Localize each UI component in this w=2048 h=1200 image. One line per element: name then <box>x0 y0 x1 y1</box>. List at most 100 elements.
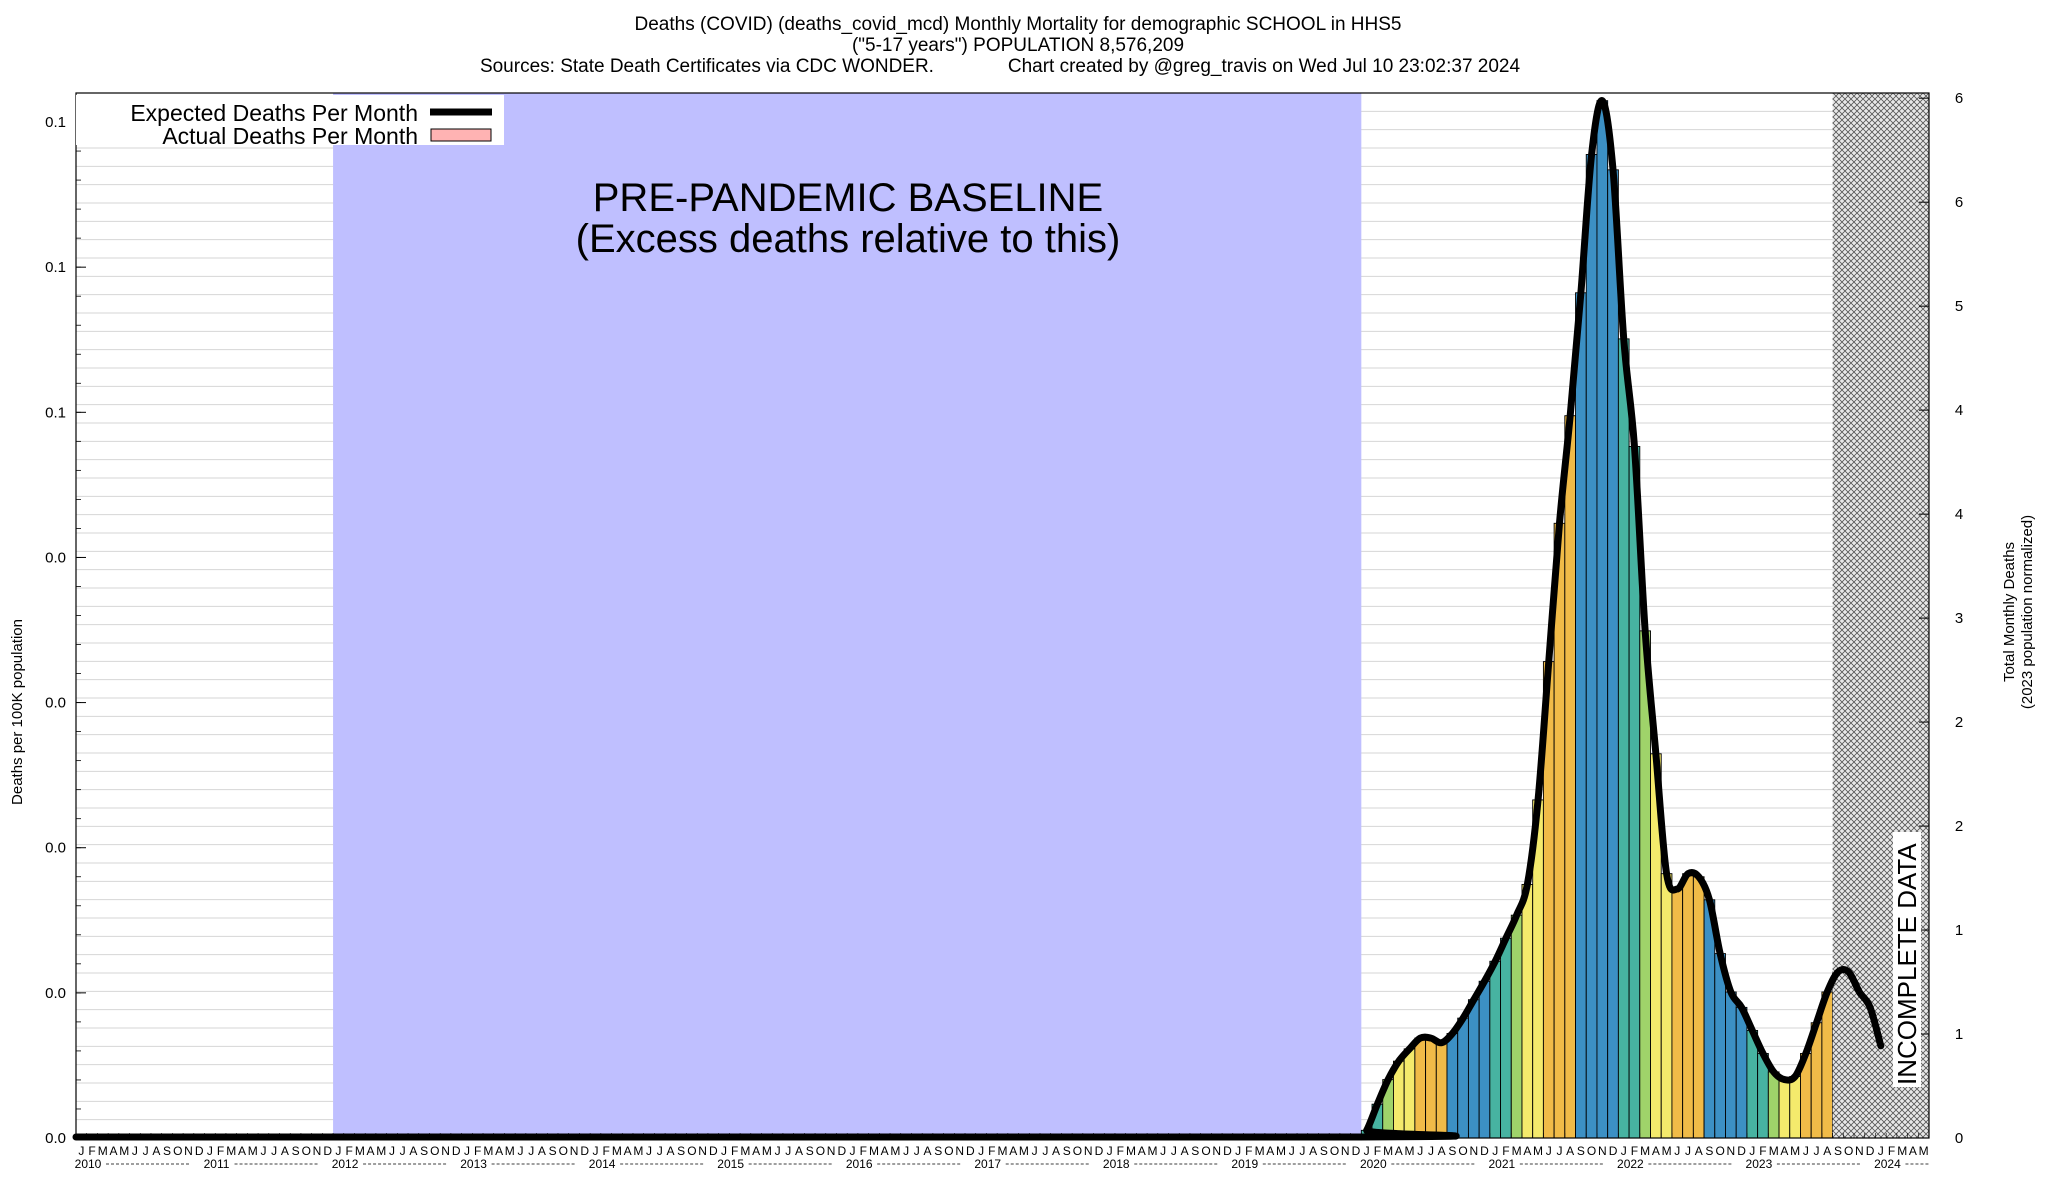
year-label: 2012 <box>332 1157 359 1171</box>
month-tick-label: J <box>132 1144 138 1158</box>
month-tick-label: M <box>1147 1144 1157 1158</box>
month-tick-label: M <box>226 1144 236 1158</box>
month-tick-label: M <box>248 1144 258 1158</box>
month-tick-label: D <box>1480 1144 1489 1158</box>
monthly-bar <box>1682 873 1694 1139</box>
right-tick-label: 5 <box>1955 298 1963 315</box>
monthly-bar <box>1457 1017 1469 1139</box>
month-tick-label: M <box>1533 1144 1543 1158</box>
month-tick-label: F <box>1502 1144 1509 1158</box>
month-tick-label: D <box>452 1144 461 1158</box>
chart-title-line-1: Deaths (COVID) (deaths_covid_mcd) Monthl… <box>635 14 1402 35</box>
month-tick-label: A <box>538 1144 546 1158</box>
month-tick-label: S <box>1063 1144 1071 1158</box>
year-label: 2023 <box>1746 1157 1773 1171</box>
month-tick-label: A <box>1909 1144 1917 1158</box>
month-tick-label: O <box>1330 1144 1339 1158</box>
month-tick-label: A <box>1652 1144 1660 1158</box>
incomplete-label-box: INCOMPLETE DATA <box>1892 832 1922 1087</box>
incomplete-label: INCOMPLETE DATA <box>1892 843 1922 1085</box>
month-tick-label: J <box>1235 1144 1241 1158</box>
monthly-bar <box>1510 914 1523 1139</box>
monthly-bar <box>1596 100 1609 1139</box>
month-tick-label: M <box>1512 1144 1522 1158</box>
month-tick-label: D <box>323 1144 332 1158</box>
month-tick-label: S <box>677 1144 685 1158</box>
month-tick-label: O <box>1587 1144 1596 1158</box>
month-tick-label: A <box>1009 1144 1017 1158</box>
month-tick-label: M <box>1897 1144 1907 1158</box>
left-tick-label: 0.0 <box>45 695 66 712</box>
month-tick-label: N <box>1855 1144 1864 1158</box>
right-tick-label: 4 <box>1955 402 1963 419</box>
month-tick-label: A <box>109 1144 117 1158</box>
year-label: 2019 <box>1231 1157 1258 1171</box>
baseline-label-line-1: PRE-PANDEMIC BASELINE <box>593 176 1104 220</box>
month-tick-label: M <box>1019 1144 1029 1158</box>
year-label: 2024 <box>1874 1157 1901 1171</box>
monthly-bar <box>1725 991 1737 1139</box>
year-label: 2020 <box>1360 1157 1387 1171</box>
month-tick-label: J <box>775 1144 781 1158</box>
month-tick-label: J <box>78 1144 84 1158</box>
month-tick-label: M <box>633 1144 643 1158</box>
baseline-label-line-2: (Excess deaths relative to this) <box>576 217 1121 261</box>
month-tick-label: S <box>549 1144 557 1158</box>
month-tick-label: M <box>890 1144 900 1158</box>
month-tick-label: O <box>559 1144 568 1158</box>
month-tick-label: A <box>795 1144 803 1158</box>
month-tick-label: A <box>1438 1144 1446 1158</box>
month-tick-label: A <box>1052 1144 1060 1158</box>
month-tick-label: J <box>978 1144 984 1158</box>
month-tick-label: M <box>1126 1144 1136 1158</box>
month-tick-label: S <box>934 1144 942 1158</box>
expected-line <box>72 97 1885 1141</box>
month-tick-label: A <box>752 1144 760 1158</box>
month-tick-label: J <box>592 1144 598 1158</box>
month-tick-label: J <box>1685 1144 1691 1158</box>
month-tick-label: O <box>816 1144 825 1158</box>
left-tick-label: 0.1 <box>45 259 66 276</box>
month-tick-label: J <box>1289 1144 1295 1158</box>
month-tick-label: S <box>292 1144 300 1158</box>
month-tick-label: O <box>302 1144 311 1158</box>
monthly-bar <box>1735 1006 1748 1139</box>
month-tick-label: A <box>409 1144 417 1158</box>
monthly-bar <box>1489 960 1502 1139</box>
month-tick-label: J <box>1428 1144 1434 1158</box>
y-axis-label-right-line-2: (2023 population normalized) <box>2019 515 2036 709</box>
month-tick-label: D <box>837 1144 846 1158</box>
monthly-bar <box>1585 154 1598 1139</box>
month-tick-label: A <box>281 1144 289 1158</box>
chart-title-line-3: Sources: State Death Certificates via CD… <box>480 56 1521 77</box>
month-tick-label: F <box>217 1144 224 1158</box>
month-tick-label: J <box>1032 1144 1038 1158</box>
month-tick-label: M <box>483 1144 493 1158</box>
month-tick-label: J <box>1171 1144 1177 1158</box>
month-tick-label: O <box>1844 1144 1853 1158</box>
right-tick-label: 6 <box>1955 90 1963 107</box>
month-tick-label: M <box>1640 1144 1650 1158</box>
month-tick-label: A <box>367 1144 375 1158</box>
left-axis-ticks: 0.0 0.0 0.0 0.0 0.0 0.1 0.1 0.1 <box>45 92 86 1147</box>
month-tick-label: J <box>785 1144 791 1158</box>
monthly-bar <box>1821 991 1834 1139</box>
month-tick-label: S <box>163 1144 171 1158</box>
monthly-bar <box>1617 338 1630 1139</box>
y-axis-label-right-line-1: Total Monthly Deaths <box>2001 542 2018 682</box>
month-tick-label: M <box>762 1144 772 1158</box>
monthly-bar <box>1478 980 1491 1139</box>
month-tick-label: M <box>1790 1144 1800 1158</box>
month-tick-label: J <box>1299 1144 1305 1158</box>
month-tick-label: J <box>1878 1144 1884 1158</box>
month-tick-label: M <box>1662 1144 1672 1158</box>
right-tick-label: 4 <box>1955 506 1963 523</box>
month-tick-label: J <box>721 1144 727 1158</box>
monthly-bar <box>1692 876 1705 1139</box>
month-tick-label: D <box>709 1144 718 1158</box>
legend-actual-swatch <box>430 128 492 142</box>
month-tick-label: J <box>1417 1144 1423 1158</box>
legend-actual-label: Actual Deaths Per Month <box>162 123 418 149</box>
month-tick-label: A <box>1566 1144 1574 1158</box>
